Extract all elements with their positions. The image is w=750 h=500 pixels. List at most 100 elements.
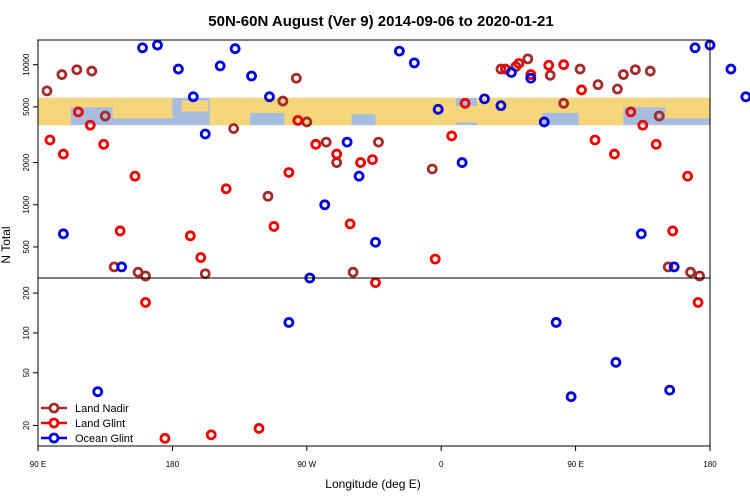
land-area — [665, 97, 710, 119]
land-glint-point — [543, 59, 555, 71]
ocean-glint-point — [172, 63, 184, 75]
land-nadir-point — [347, 266, 359, 278]
legend-label-land-nadir: Land Nadir — [75, 403, 129, 415]
legend-marker-land-glint — [48, 417, 60, 429]
land-glint-point — [650, 138, 662, 150]
ocean-glint-point — [152, 39, 163, 51]
land-area — [456, 106, 478, 123]
land-glint-point — [667, 225, 679, 237]
land-nadir-point — [56, 69, 68, 80]
land-area — [623, 97, 666, 108]
ocean-glint-point — [408, 57, 420, 69]
legend-marker-ocean-glint — [48, 432, 60, 444]
y-axis-ticks: 500 1000 2000 5000 10000 20 50 100 200 — [22, 53, 38, 430]
land-nadir-point — [644, 65, 656, 77]
land-nadir-point — [558, 97, 570, 109]
land-nadir-point — [574, 63, 586, 75]
ocean-glint-point — [246, 70, 257, 82]
ocean-glint-point — [495, 100, 507, 112]
land-area — [181, 100, 209, 112]
ocean-glint-point — [479, 93, 490, 105]
land-glint-point — [367, 154, 378, 166]
land-glint-point — [44, 134, 56, 146]
land-glint-point — [589, 134, 601, 146]
land-area — [578, 97, 624, 126]
land-glint-point — [129, 170, 141, 182]
land-nadir-point — [71, 64, 83, 76]
ocean-glint-point — [187, 91, 199, 103]
land-nadir-point — [228, 123, 240, 134]
ocean-glint-point — [456, 157, 468, 168]
ocean-glint-point — [565, 391, 577, 403]
ocean-glint-point — [319, 199, 331, 211]
chart-title: 50N-60N August (Ver 9) 2014-09-06 to 202… — [208, 13, 553, 30]
land-nadir-point — [262, 190, 274, 202]
y-tick-label: 2000 — [22, 153, 31, 171]
land-area — [38, 97, 71, 126]
land-glint-point — [692, 297, 704, 308]
y-tick-label: 20 — [22, 420, 31, 429]
ocean-glint-point — [689, 42, 701, 54]
ocean-glint-point — [635, 228, 647, 240]
x-axis-label: Longitude (deg E) — [325, 477, 420, 491]
upper-panel-frame — [37, 39, 711, 279]
land-glint-point — [344, 218, 356, 230]
land-glint-point — [220, 183, 232, 195]
land-glint-point — [283, 167, 295, 178]
y-tick-label: 500 — [22, 240, 31, 254]
land-glint-point — [84, 119, 96, 131]
ocean-glint-point — [610, 356, 622, 368]
lower-panel-frame — [37, 277, 711, 447]
ocean-glint-point — [341, 136, 353, 148]
ocean-glint-point — [283, 317, 295, 328]
x-tick-label: 90 E — [30, 460, 46, 469]
ocean-glint-point — [393, 45, 405, 57]
land-glint-point — [98, 138, 110, 150]
ocean-glint-point — [199, 128, 211, 140]
land-glint-point — [253, 423, 265, 434]
land-area — [284, 97, 352, 126]
land-glint-point — [205, 429, 217, 441]
ocean-glint-point — [664, 384, 676, 396]
land-nadir-point — [495, 63, 507, 75]
land-nadir-point — [629, 64, 641, 76]
land-nadir-point — [662, 261, 674, 273]
land-glint-point — [268, 221, 280, 232]
x-tick-label: 180 — [703, 460, 717, 469]
land-glint-point — [57, 148, 69, 160]
land-glint-point — [331, 148, 343, 160]
land-nadir-point — [41, 85, 53, 97]
ocean-glint-point — [116, 261, 128, 273]
land-nadir-point — [592, 79, 604, 91]
land-glint-point — [459, 97, 471, 109]
land-nadir-point — [617, 69, 629, 80]
x-tick-label: 90 W — [297, 460, 316, 469]
y-tick-label: 200 — [22, 286, 31, 300]
land-nadir-point — [320, 136, 332, 148]
land-nadir-point — [86, 65, 98, 77]
legend-label-ocean-glint: Ocean Glint — [75, 433, 133, 445]
land-nadir-point — [140, 270, 151, 282]
land-glint-point — [637, 119, 649, 131]
land-nadir-point — [685, 266, 696, 278]
land-nadir-point — [653, 110, 665, 122]
ocean-glint-point — [505, 67, 517, 78]
legend-marker-land-nadir — [48, 402, 60, 414]
land-nadir-point — [522, 53, 534, 65]
land-area — [112, 97, 173, 119]
land-glint-point — [625, 106, 637, 118]
land-area — [209, 97, 251, 126]
y-tick-label: 50 — [22, 368, 31, 377]
land-glint-point — [114, 225, 126, 237]
land-nadir-point — [99, 110, 111, 122]
legend-label-land-glint: Land Glint — [75, 418, 125, 430]
x-axis-ticks: 90 E 180 90 W 0 90 E 180 — [30, 446, 717, 469]
y-tick-label: 5000 — [22, 97, 31, 115]
y-tick-label: 1000 — [22, 195, 31, 213]
land-glint-point — [576, 84, 587, 96]
land-nadir-point — [331, 157, 343, 168]
ocean-glint-point — [370, 236, 381, 248]
land-nadir-point — [694, 270, 705, 282]
x-tick-label: 90 E — [567, 460, 583, 469]
